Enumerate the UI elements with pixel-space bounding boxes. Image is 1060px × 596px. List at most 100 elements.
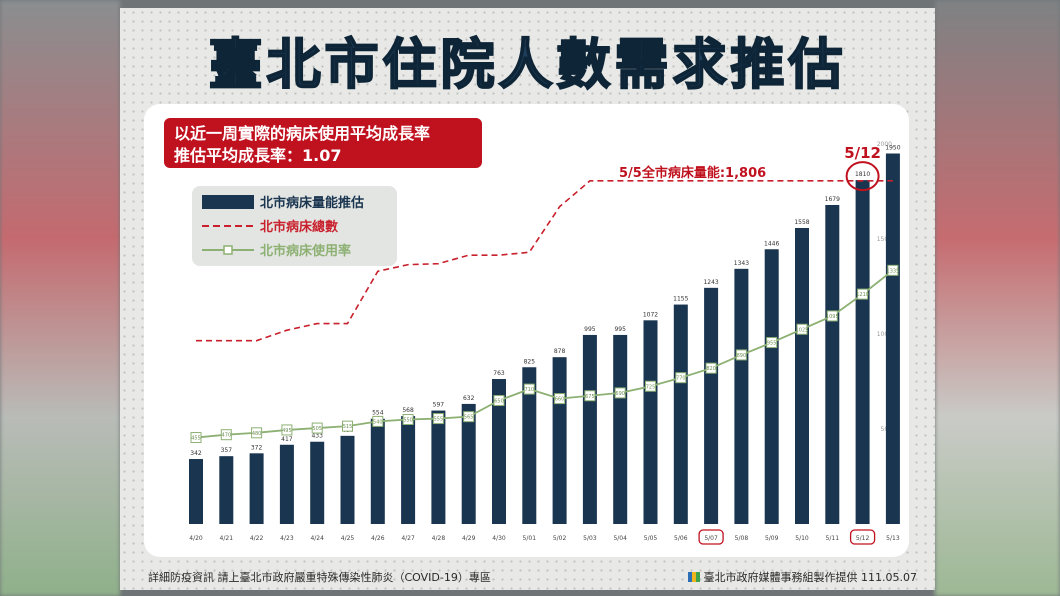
- bar: [249, 453, 264, 524]
- bar: [795, 227, 809, 524]
- x-tick-label: 5/04: [613, 535, 627, 542]
- bar-value-label: 357: [221, 447, 233, 454]
- note-box: [164, 118, 482, 168]
- usage-rate-value: 1095: [826, 314, 839, 320]
- bar-value-label: 597: [433, 402, 445, 409]
- x-tick-label: 5/07: [704, 535, 718, 542]
- bar-value-label: 1343: [734, 260, 749, 267]
- usage-rate-marker: [826, 310, 838, 322]
- x-tick-label: 4/22: [250, 535, 264, 542]
- usage-rate-value: 820: [706, 366, 716, 372]
- usage-rate-marker: [432, 413, 444, 425]
- chart-panel: 500100015002000 342357372417433464554568…: [144, 104, 909, 557]
- bar-value-label: 878: [554, 348, 566, 355]
- usage-rate-marker: [584, 390, 596, 402]
- legend-dashed-label: 北市病床總數: [260, 219, 338, 235]
- usage-rate-value: 660: [555, 397, 565, 403]
- bar-value-label: 1950: [885, 145, 900, 152]
- usage-rate-value: 710: [525, 387, 535, 393]
- footer-credit-text: 臺北市政府媒體事務組製作提供 111.05.07: [703, 571, 917, 584]
- footer-credit: 臺北市政府媒體事務組製作提供 111.05.07: [687, 569, 917, 585]
- usage-rate-marker: [220, 429, 232, 441]
- bar: [219, 456, 234, 524]
- x-tick-label: 4/28: [432, 535, 446, 542]
- bar-value-label: 342: [190, 450, 202, 457]
- highlight-date-annotation: 5/12: [844, 144, 881, 162]
- usage-rate-marker: [523, 383, 535, 395]
- x-tick-label: 5/11: [826, 535, 840, 542]
- usage-rate-marker: [342, 420, 353, 432]
- usage-rate-value: 505: [312, 426, 322, 432]
- bar-value-label: 995: [584, 326, 596, 333]
- usage-rate-marker: [251, 427, 263, 439]
- usage-rate-value: 1210: [856, 292, 869, 298]
- bar-value-label: 1446: [764, 240, 779, 247]
- x-tick-label: 4/30: [492, 535, 506, 542]
- y-tick-label: 1000: [877, 331, 892, 338]
- bar-value-label: 1679: [825, 196, 840, 203]
- bar-value-label: 763: [493, 370, 505, 377]
- usage-rate-value: 470: [222, 433, 232, 439]
- usage-rate-marker: [735, 349, 747, 361]
- bar: [673, 304, 688, 524]
- legend-bar-swatch: [202, 195, 254, 209]
- usage-rate-marker: [372, 415, 384, 427]
- usage-rate-marker: [493, 395, 505, 406]
- usage-rate-marker: [402, 414, 414, 425]
- x-tick-label: 4/26: [371, 535, 385, 542]
- bar: [279, 444, 294, 524]
- x-tick-label: 5/01: [523, 535, 537, 542]
- usage-rate-value: 495: [282, 428, 292, 434]
- bar: [492, 379, 506, 524]
- usage-rate-value: 565: [464, 415, 474, 421]
- usage-rate-value: 955: [767, 341, 777, 347]
- bar-value-label: 825: [524, 358, 536, 365]
- bar-value-label: 1155: [673, 296, 688, 303]
- x-tick-label: 5/12: [856, 535, 870, 542]
- bar-value-label: 1072: [643, 311, 658, 318]
- x-tick-label: 5/10: [795, 535, 809, 542]
- usage-rate-value: 650: [494, 399, 504, 405]
- usage-rate-value: 690: [615, 391, 625, 397]
- bar: [340, 435, 355, 524]
- usage-rate-marker: [554, 393, 566, 405]
- capacity-annotation: 5/5全市病床量能:1,806: [619, 165, 766, 181]
- y-tick-label: 1500: [877, 236, 892, 243]
- x-tick-label: 5/06: [674, 535, 688, 542]
- total-beds-dashed-line: [196, 180, 893, 342]
- bar-value-label: 995: [614, 326, 626, 333]
- bar: [825, 204, 840, 524]
- x-tick-label: 4/27: [401, 535, 415, 542]
- usage-rate-line: [195, 269, 894, 439]
- x-tick-label: 5/09: [765, 535, 779, 542]
- legend-line-label: 北市病床使用率: [260, 243, 351, 259]
- bar: [613, 334, 628, 524]
- bar: [522, 367, 537, 524]
- legend-bars-label: 北市病床量能推估: [260, 195, 364, 211]
- bar: [855, 180, 870, 524]
- footer-info: 詳細防疫資訊 請上臺北市政府嚴重特殊傳染性肺炎（COVID-19）專區: [148, 571, 491, 584]
- usage-rate-value: 555: [434, 417, 444, 423]
- bar-value-label: 554: [372, 410, 384, 417]
- bar: [461, 403, 476, 524]
- usage-rate-value: 515: [343, 424, 353, 430]
- usage-rate-marker: [281, 424, 293, 436]
- usage-rate-value: 1335: [887, 268, 900, 274]
- usage-rate-marker: [645, 380, 656, 392]
- bar: [734, 268, 749, 524]
- usage-rate-marker: [766, 337, 778, 349]
- x-tick-label: 5/08: [735, 535, 749, 542]
- usage-rate-value: 725: [646, 384, 656, 390]
- usage-rate-marker: [463, 411, 475, 423]
- x-tick-label: 4/21: [220, 535, 234, 542]
- usage-rate-value: 890: [737, 353, 747, 359]
- bar-value-label: 417: [281, 436, 293, 443]
- bar-line-chart: 500100015002000 342357372417433464554568…: [164, 118, 901, 545]
- highlight-circle: [845, 161, 880, 192]
- bar-value-label: 1243: [703, 279, 718, 286]
- x-tick-label: 4/23: [280, 535, 294, 542]
- usage-rate-marker: [190, 432, 202, 444]
- bar-value-label: 372: [251, 444, 263, 451]
- bar-value-label: 1558: [794, 219, 809, 226]
- x-tick-label: 4/29: [462, 535, 476, 542]
